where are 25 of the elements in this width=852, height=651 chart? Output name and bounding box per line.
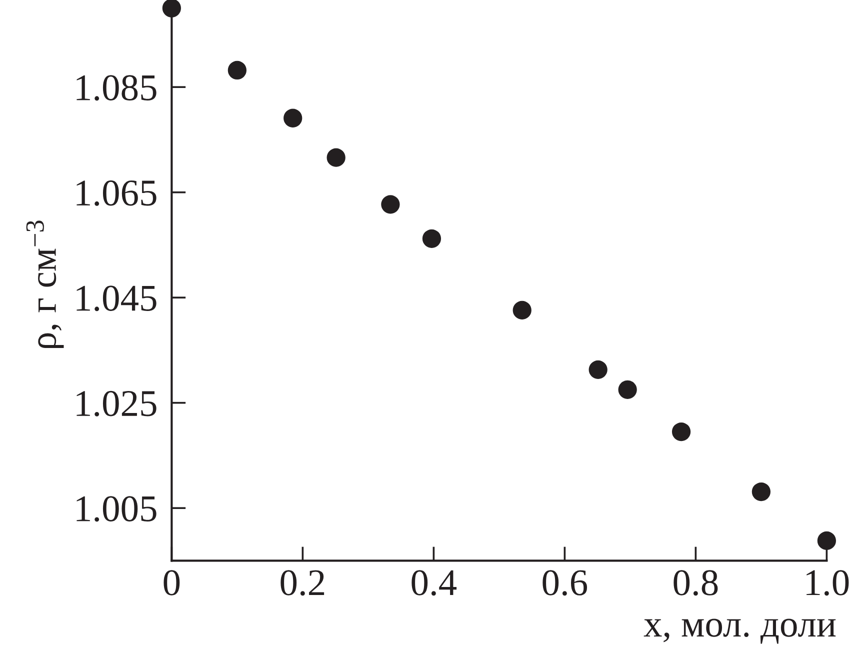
x-tick-label: 1.0 xyxy=(806,570,849,596)
x-tick-label: 0.8 xyxy=(674,570,718,596)
point xyxy=(228,60,246,80)
y-tick-label: 1.045 xyxy=(76,286,156,312)
y-tick-label: 1.085 xyxy=(76,75,156,101)
x-axis-title: x, мол. доли xyxy=(644,618,836,644)
point xyxy=(422,229,442,248)
point xyxy=(588,360,608,379)
y-tick-label: 1.005 xyxy=(76,496,156,522)
x-tick-label: 0.2 xyxy=(280,570,324,596)
point xyxy=(512,300,532,320)
x-tick-label: 0 xyxy=(164,570,180,596)
point xyxy=(672,422,691,442)
x-tick-label: 0.4 xyxy=(412,570,457,596)
y-axis-title: ρ, г см$^{−3}$ xyxy=(26,220,64,348)
point xyxy=(284,108,302,128)
point xyxy=(162,0,181,18)
y-tick-label: 1.065 xyxy=(76,180,156,206)
y-tick-label: 1.025 xyxy=(76,390,156,416)
point xyxy=(752,482,771,502)
point xyxy=(326,148,346,167)
point xyxy=(817,531,836,550)
point xyxy=(618,380,637,399)
point xyxy=(381,195,400,214)
x-tick-label: 0.6 xyxy=(542,570,588,596)
